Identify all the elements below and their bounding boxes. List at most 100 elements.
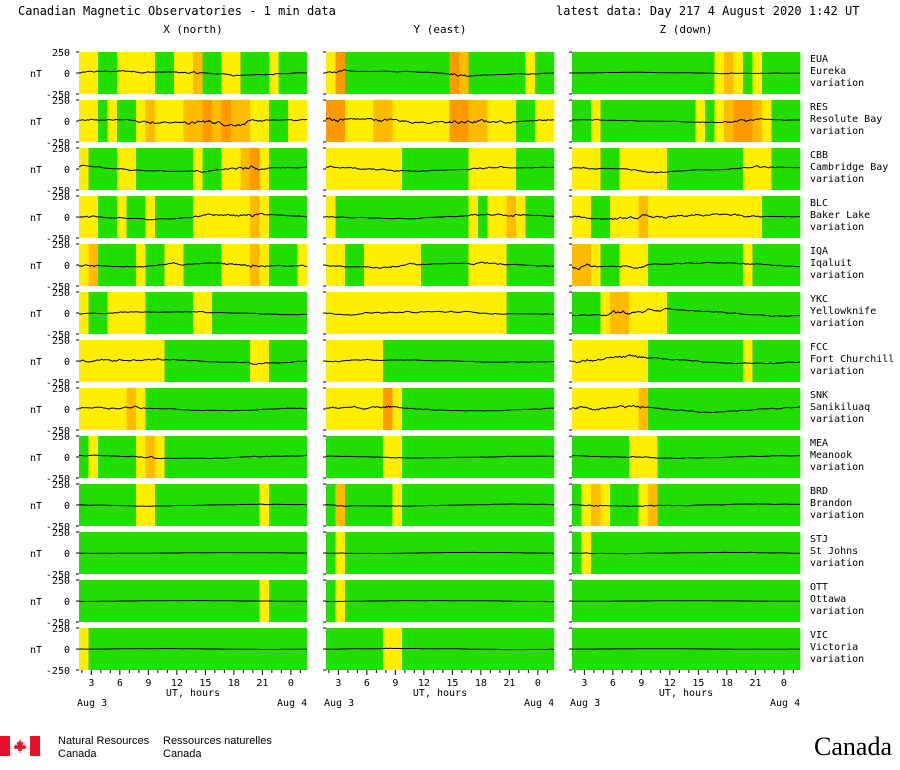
activity-block	[107, 244, 118, 286]
activity-block	[762, 148, 772, 190]
activity-block	[497, 484, 507, 526]
activity-block	[392, 100, 403, 142]
activity-block	[221, 196, 232, 238]
activity-block	[506, 196, 517, 238]
activity-block	[126, 484, 137, 526]
activity-block	[733, 532, 744, 574]
x-tick-label: 15	[692, 678, 704, 689]
activity-block	[487, 100, 498, 142]
activity-block	[297, 196, 308, 238]
activity-block	[383, 244, 393, 286]
x-tick-label: 0	[535, 678, 541, 689]
activity-block	[449, 52, 460, 94]
activity-block	[364, 244, 374, 286]
activity-block	[250, 148, 260, 190]
activity-block	[297, 292, 308, 334]
activity-block	[497, 388, 507, 430]
activity-block	[544, 580, 555, 622]
activity-block	[591, 244, 601, 286]
activity-block	[581, 484, 592, 526]
activity-block	[544, 340, 555, 382]
activity-block	[221, 244, 232, 286]
activity-block	[781, 148, 791, 190]
activity-block	[202, 148, 213, 190]
activity-block	[572, 100, 582, 142]
activity-block	[497, 148, 507, 190]
activity-block	[771, 484, 782, 526]
activity-block	[686, 100, 696, 142]
activity-block	[250, 340, 260, 382]
date-right-label: Aug 4	[277, 698, 307, 709]
trace-line	[326, 551, 554, 555]
activity-block	[591, 196, 601, 238]
activity-block	[183, 148, 194, 190]
activity-block	[629, 292, 639, 334]
canada-wordmark: Canada	[814, 732, 892, 761]
activity-block	[212, 148, 222, 190]
panel-brd-2	[569, 483, 801, 527]
activity-block	[600, 244, 611, 286]
x-axis-1: 3 6 9 12 15 18 21 0 UT, hours Aug 3 Aug 4	[324, 670, 554, 709]
trace-line	[325, 310, 554, 316]
nrcan-french-line2: Canada	[163, 748, 202, 760]
activity-block	[402, 148, 412, 190]
activity-block	[335, 580, 346, 622]
activity-block	[506, 628, 517, 670]
activity-block	[259, 244, 270, 286]
activity-block	[667, 244, 677, 286]
y-tick-label: 250	[52, 624, 70, 635]
station-code: CBB	[810, 150, 828, 161]
panel-eua-1	[323, 51, 555, 95]
activity-block	[155, 148, 165, 190]
activity-block	[497, 628, 507, 670]
trace-line	[325, 599, 554, 603]
activity-block	[364, 100, 374, 142]
latest-data-label: latest data: Day 217 4 August 2020 1:42 …	[556, 4, 859, 18]
activity-block	[468, 292, 479, 334]
activity-block	[278, 340, 289, 382]
trace-line	[78, 262, 308, 268]
activity-block	[392, 52, 403, 94]
activity-block	[781, 484, 791, 526]
activity-block	[695, 196, 706, 238]
panel-blc-0	[76, 195, 308, 239]
activity-block	[516, 196, 526, 238]
activity-block	[145, 340, 156, 382]
activity-block	[516, 148, 526, 190]
trace-line	[572, 551, 800, 555]
activity-block	[629, 484, 639, 526]
activity-block	[487, 244, 498, 286]
activity-block	[212, 388, 222, 430]
station-variation-label: variation	[810, 78, 864, 89]
activity-block	[572, 244, 582, 286]
activity-block	[392, 484, 403, 526]
trace-line	[79, 552, 308, 554]
nrcan-french: Ressources naturelles Canada	[163, 735, 272, 761]
activity-block	[354, 244, 365, 286]
activity-block	[155, 52, 165, 94]
activity-block	[468, 148, 479, 190]
activity-block	[193, 388, 203, 430]
activity-block	[516, 628, 526, 670]
station-code: MEA	[810, 438, 828, 449]
station-variation-label: variation	[810, 606, 864, 617]
station-code: EUA	[810, 54, 828, 65]
activity-block	[269, 100, 279, 142]
activity-block	[449, 148, 460, 190]
activity-block	[117, 484, 127, 526]
station-code: YKC	[810, 294, 828, 305]
activity-block	[98, 388, 108, 430]
activity-block	[733, 388, 744, 430]
y-tick-label: 250	[52, 192, 70, 203]
activity-block	[231, 340, 241, 382]
activity-block	[345, 196, 355, 238]
x-tick-label: 18	[721, 678, 733, 689]
trace-line	[78, 118, 308, 127]
x-tick-label: 15	[446, 678, 458, 689]
station-variation-label: variation	[810, 126, 864, 137]
date-right-label: Aug 4	[524, 698, 554, 709]
activity-block	[771, 244, 782, 286]
panel-ykc-2	[569, 291, 801, 335]
activity-block	[221, 340, 232, 382]
activity-block	[326, 436, 336, 478]
